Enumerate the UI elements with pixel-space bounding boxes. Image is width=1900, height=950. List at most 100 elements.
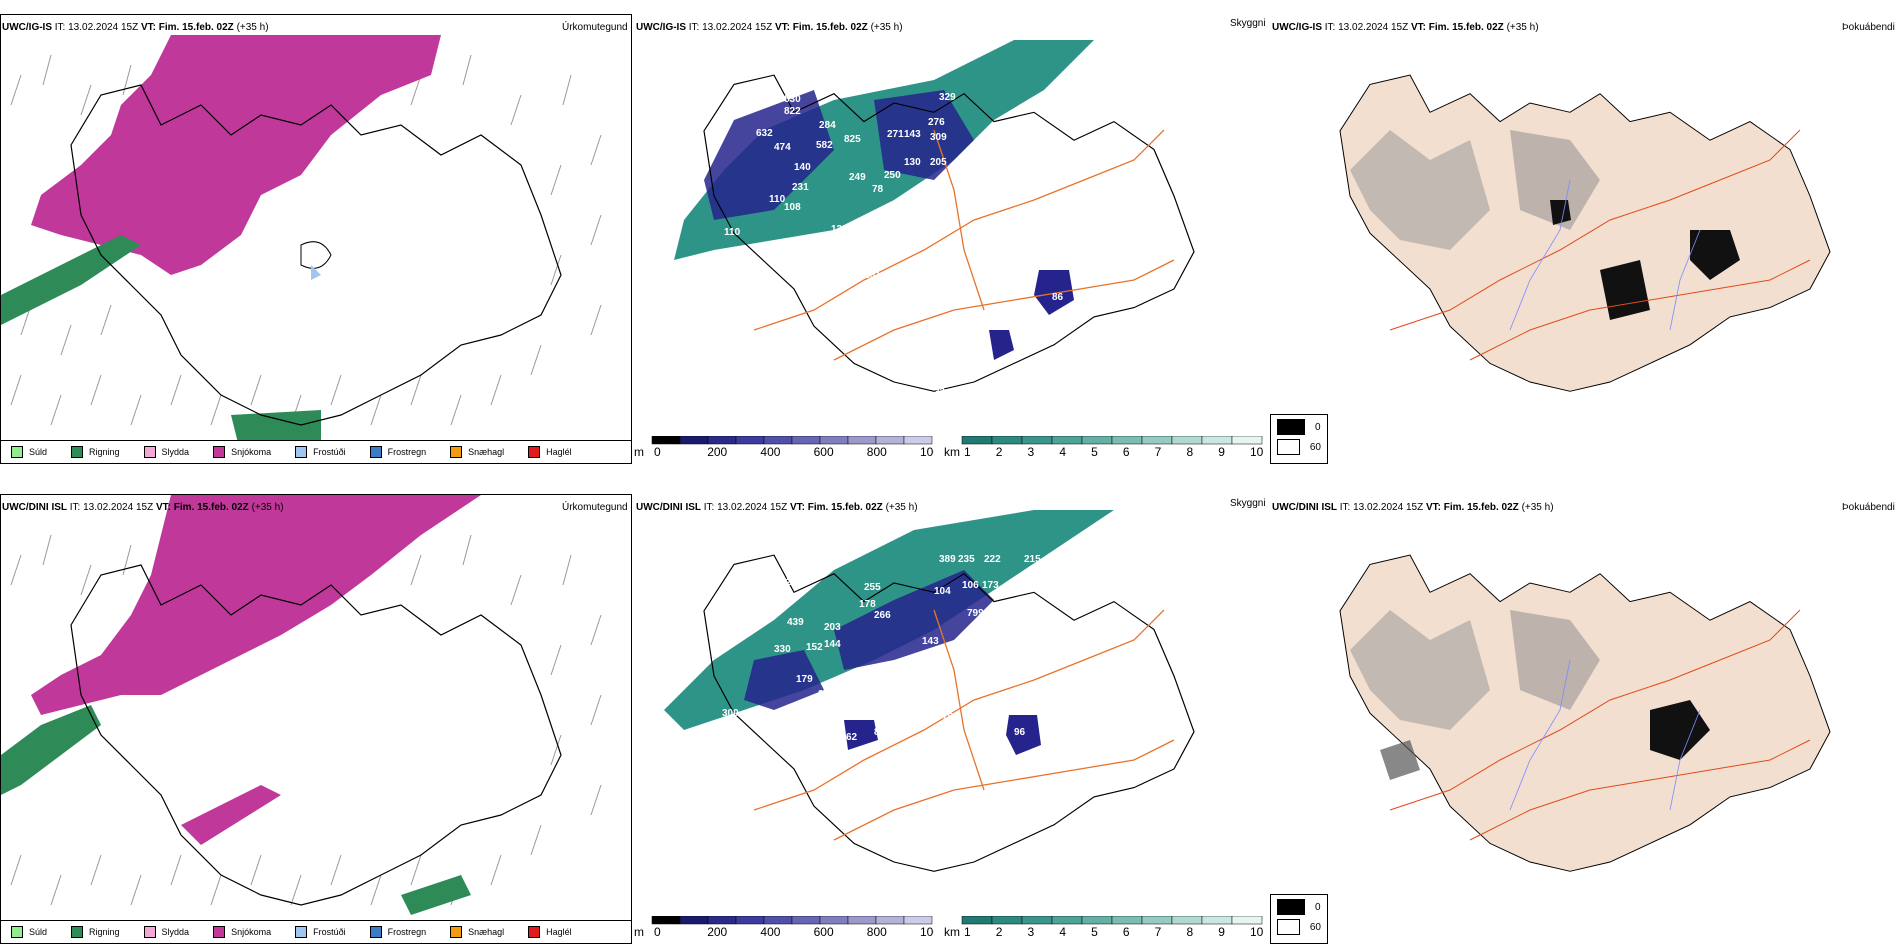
colorbar-swatch bbox=[651, 916, 681, 925]
legend-item: Frostregn bbox=[369, 446, 426, 458]
precip-type-label: Úrkomutegund bbox=[562, 502, 628, 513]
row-2: Súld Rigning Slydda Snjókoma Frostúði Fr… bbox=[0, 480, 1900, 950]
svg-text:250: 250 bbox=[884, 170, 901, 181]
legend-item: Frostúði bbox=[295, 446, 346, 458]
colorbar-unit: km bbox=[944, 925, 960, 938]
colorbar-swatch bbox=[679, 916, 709, 925]
svg-text:152: 152 bbox=[806, 642, 823, 653]
ceiling-colorbar: m0 200 400 600 800 1000 bbox=[634, 436, 934, 458]
svg-text:235: 235 bbox=[958, 554, 975, 565]
colorbar-swatch bbox=[791, 436, 821, 445]
road-network bbox=[753, 129, 1175, 361]
colorbar-swatch bbox=[1201, 436, 1233, 445]
svg-text:632: 632 bbox=[756, 128, 773, 139]
svg-text:75: 75 bbox=[942, 712, 954, 723]
colorbar-swatch bbox=[1051, 916, 1083, 925]
vis-label: Skyggni bbox=[1230, 18, 1266, 29]
svg-text:130: 130 bbox=[802, 242, 819, 253]
colorbar-tick: 7 bbox=[1155, 925, 1162, 938]
river-network bbox=[1509, 179, 1701, 331]
svg-text:231: 231 bbox=[792, 182, 809, 193]
svg-text:173: 173 bbox=[982, 580, 999, 591]
colorbar-tick: 5 bbox=[1091, 925, 1098, 938]
svg-text:271: 271 bbox=[887, 129, 904, 140]
svg-text:143: 143 bbox=[922, 636, 939, 647]
svg-text:276: 276 bbox=[928, 117, 945, 128]
colorbar-tick: 400 bbox=[760, 925, 780, 938]
colorbar-tick: 10 bbox=[1250, 925, 1264, 938]
colorbar-swatch bbox=[1081, 436, 1113, 445]
svg-text:300: 300 bbox=[722, 708, 739, 719]
svg-text:822: 822 bbox=[784, 106, 801, 117]
svg-text:140: 140 bbox=[794, 162, 811, 173]
colorbar-tick: 1 bbox=[964, 445, 971, 458]
svg-text:284: 284 bbox=[819, 120, 836, 131]
legend-item: Snjókoma bbox=[213, 926, 271, 938]
colorbar-tick: 9 bbox=[1218, 445, 1225, 458]
colorbar-tick: 0 bbox=[654, 925, 661, 938]
svg-text:830: 830 bbox=[784, 94, 801, 105]
svg-text:104: 104 bbox=[934, 586, 951, 597]
ceiling-vis-map: 830 822 632 284 474 582 825 271 143 309 … bbox=[634, 30, 1234, 430]
low-ceiling-area bbox=[834, 570, 994, 670]
colorbar-tick: 10 bbox=[1250, 445, 1264, 458]
panel-title: UWC/IG-IS IT: 13.02.2024 15Z VT: Fim. 15… bbox=[1272, 22, 1539, 33]
precip-type-map: Súld Rigning Slydda Snjókoma Frostúði Fr… bbox=[0, 494, 632, 944]
legend-item: Slydda bbox=[143, 446, 189, 458]
colorbar-tick: 9 bbox=[1218, 925, 1225, 938]
svg-text:439: 439 bbox=[787, 617, 804, 628]
colorbar-swatch bbox=[903, 916, 933, 925]
colorbar-swatch bbox=[903, 436, 933, 445]
colorbar-tick: 800 bbox=[867, 925, 887, 938]
colorbar-swatch bbox=[763, 916, 793, 925]
svg-text:825: 825 bbox=[844, 134, 861, 145]
svg-text:139: 139 bbox=[831, 224, 848, 235]
colorbar-tick: 6 bbox=[1123, 445, 1130, 458]
svg-text:88: 88 bbox=[874, 727, 886, 738]
svg-text:110: 110 bbox=[769, 194, 786, 205]
colorbar-tick: 3 bbox=[1028, 925, 1035, 938]
precip-legend: Súld Rigning Slydda Snjókoma Frostúði Fr… bbox=[1, 440, 631, 463]
svg-text:561: 561 bbox=[968, 157, 985, 168]
colorbar-swatch bbox=[819, 436, 849, 445]
legend-item: Snæhagl bbox=[450, 446, 504, 458]
colorbar-swatch bbox=[847, 916, 877, 925]
colorbar-swatch bbox=[679, 436, 709, 445]
colorbar-tick: 0 bbox=[654, 445, 661, 458]
colorbar-swatch bbox=[991, 916, 1023, 925]
colorbar-swatch bbox=[847, 436, 877, 445]
colorbar-swatch bbox=[1081, 916, 1113, 925]
low-ceiling-area bbox=[704, 90, 834, 220]
colorbar-tick: 4 bbox=[1059, 445, 1066, 458]
svg-text:582: 582 bbox=[816, 140, 833, 151]
svg-text:203: 203 bbox=[824, 622, 841, 633]
svg-text:96: 96 bbox=[1014, 727, 1026, 738]
svg-text:86: 86 bbox=[1052, 292, 1064, 303]
fog-map bbox=[1270, 30, 1900, 430]
legend-item: Súld bbox=[11, 926, 47, 938]
svg-text:33: 33 bbox=[934, 387, 946, 398]
panel-title: UWC/DINI ISL IT: 13.02.2024 15Z VT: Fim.… bbox=[636, 502, 918, 513]
colorbar-swatch bbox=[1021, 916, 1053, 925]
colorbar-tick: 2 bbox=[996, 445, 1003, 458]
svg-text:261: 261 bbox=[864, 270, 881, 281]
colorbar-tick: 7 bbox=[1155, 445, 1162, 458]
legend-item: Snæhagl bbox=[450, 926, 504, 938]
colorbar-unit: m bbox=[634, 445, 644, 458]
colorbar-tick: 1 bbox=[964, 925, 971, 938]
svg-text:110: 110 bbox=[724, 227, 741, 238]
colorbar-swatch bbox=[651, 436, 681, 445]
svg-text:144: 144 bbox=[824, 639, 841, 650]
svg-text:255: 255 bbox=[864, 582, 881, 593]
fog-road-network bbox=[1389, 609, 1811, 841]
colorbar-unit: m bbox=[634, 925, 644, 938]
svg-text:21: 21 bbox=[914, 739, 926, 750]
fog-label: Þokuábendi bbox=[1842, 22, 1895, 33]
colorbar-tick: 200 bbox=[707, 445, 727, 458]
colorbar-swatch bbox=[875, 916, 905, 925]
svg-text:266: 266 bbox=[874, 610, 891, 621]
colorbar-swatch bbox=[707, 916, 737, 925]
colorbar-swatch bbox=[1051, 436, 1083, 445]
vis-colorbar: km 1 2 3 4 5 6 7 8 9 10 bbox=[944, 916, 1264, 938]
colorbar-tick: 6 bbox=[1123, 925, 1130, 938]
